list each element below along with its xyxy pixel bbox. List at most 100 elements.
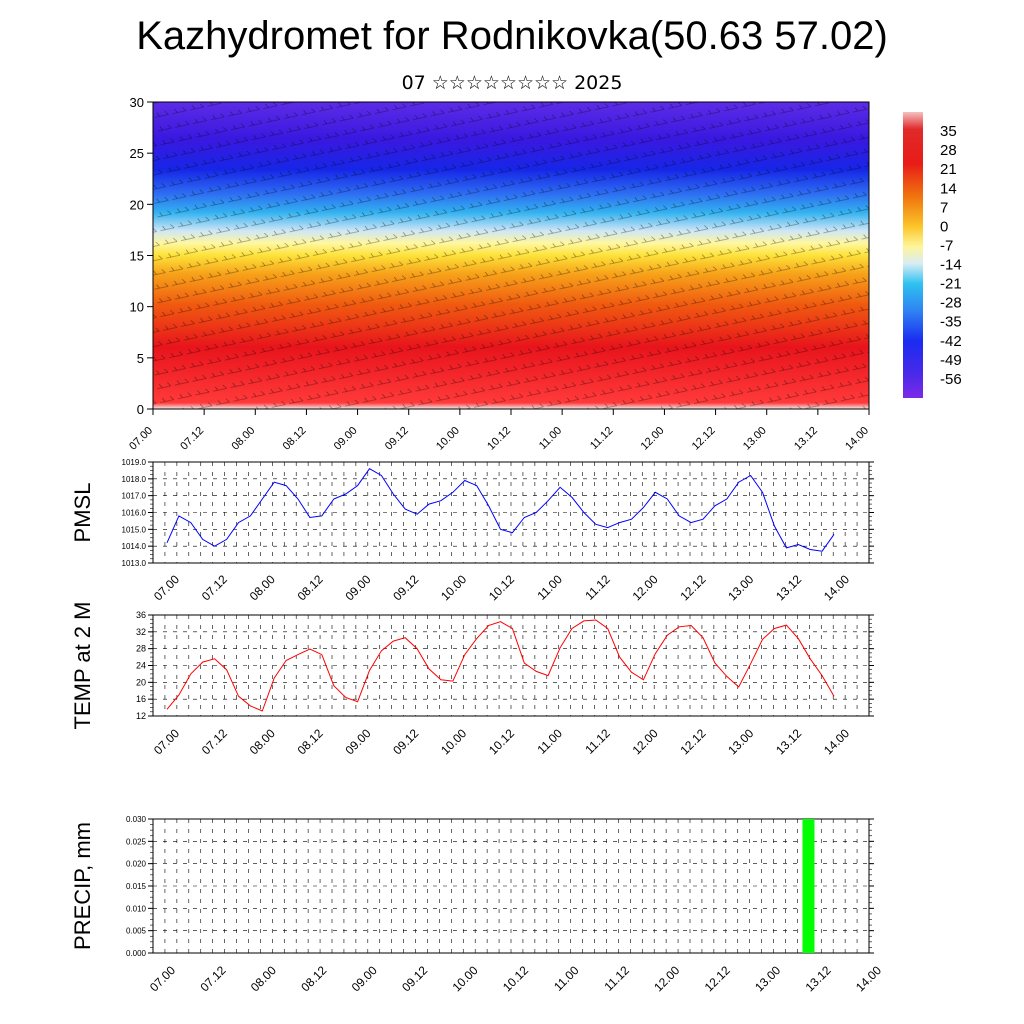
y-tick-label: 0.005 xyxy=(126,927,147,936)
x-tick-label: 13.12 xyxy=(803,963,834,994)
colorbar-label: 28 xyxy=(940,142,957,159)
colorbar-label: 7 xyxy=(940,199,948,216)
colorbar-label: 0 xyxy=(940,218,948,235)
x-tick-label: 12.00 xyxy=(630,726,661,757)
y-tick-label: 16 xyxy=(136,694,146,704)
y-tick-label: 28 xyxy=(136,644,146,654)
x-tick-label: 08.12 xyxy=(298,963,329,994)
y-tick-label: 1014.0 xyxy=(122,542,147,551)
x-tick-label: 14.00 xyxy=(843,425,871,453)
y-tick-label: 0 xyxy=(137,402,144,417)
x-tick-label: 13.12 xyxy=(792,425,820,453)
x-tick-label: 08.12 xyxy=(295,572,326,603)
x-tick-label: 08.00 xyxy=(229,425,257,453)
x-tick-label: 11.00 xyxy=(551,963,582,994)
x-tick-label: 09.00 xyxy=(342,572,373,603)
colorbar-label: -21 xyxy=(940,276,962,293)
x-tick-label: 12.12 xyxy=(677,726,708,757)
y-tick-label: 5 xyxy=(137,351,144,366)
y-tick-label: 0.025 xyxy=(126,837,147,846)
y-tick-label: 20 xyxy=(136,677,146,687)
x-tick-label: 13.00 xyxy=(725,726,756,757)
y-tick-label: 25 xyxy=(130,146,144,161)
y-axis-label: PRECIP, mm xyxy=(70,822,95,950)
x-tick-label: 07.12 xyxy=(178,425,206,453)
x-tick-label: 12.12 xyxy=(702,963,733,994)
x-tick-label: 12.00 xyxy=(651,963,682,994)
y-tick-label: 1013.0 xyxy=(122,559,147,568)
colorbar-label: -56 xyxy=(940,371,962,388)
x-tick-label: 08.12 xyxy=(295,726,326,757)
y-axis-label: PMSL xyxy=(70,483,95,543)
y-tick-label: 24 xyxy=(136,661,146,671)
x-tick-label: 13.12 xyxy=(773,726,804,757)
temperature-cross-section: 0 5 10 15 20 25 30 07.00 07.12 08.00 08.12 09.00 09.… xyxy=(127,95,871,453)
x-tick-label: 14.00 xyxy=(821,572,852,603)
x-tick-label: 10.12 xyxy=(486,572,517,603)
x-tick-label: 09.00 xyxy=(342,726,373,757)
x-tick-label: 09.00 xyxy=(349,963,380,994)
x-tick-label: 11.12 xyxy=(582,572,613,603)
colorbar-label: 35 xyxy=(940,123,957,140)
chart-subtitle: 07 ☆☆☆☆☆☆☆☆ 2025 xyxy=(401,72,623,94)
x-tick-label: 07.00 xyxy=(127,425,155,453)
x-tick-label: 07.00 xyxy=(151,572,182,603)
x-tick-label: 11.00 xyxy=(534,572,565,603)
x-tick-label: 10.00 xyxy=(450,963,481,994)
y-tick-label: 1019.0 xyxy=(122,458,147,467)
x-tick-label: 07.12 xyxy=(197,963,228,994)
x-tick-label: 12.12 xyxy=(690,425,718,453)
x-tick-label: 13.00 xyxy=(752,963,783,994)
x-tick-label: 09.12 xyxy=(390,726,421,757)
x-tick-label: 08.00 xyxy=(247,726,278,757)
x-tick-label: 12.00 xyxy=(630,572,661,603)
x-tick-label: 10.12 xyxy=(485,425,513,453)
x-tick-label: 13.00 xyxy=(741,425,769,453)
y-tick-label: 1017.0 xyxy=(122,492,147,501)
colorbar-label: -42 xyxy=(940,333,962,350)
y-tick-label: 15 xyxy=(130,249,144,264)
x-tick-label: 07.00 xyxy=(147,963,178,994)
pmsl-series-line xyxy=(166,468,835,552)
y-tick-label: 10 xyxy=(130,300,144,315)
x-tick-label: 08.00 xyxy=(247,572,278,603)
x-tick-label: 11.12 xyxy=(601,963,632,994)
y-tick-label: 20 xyxy=(130,197,144,212)
y-tick-label: 1016.0 xyxy=(122,509,147,518)
colorbar-label: -49 xyxy=(940,352,962,369)
x-tick-label: 14.00 xyxy=(821,726,852,757)
y-tick-label: 12 xyxy=(136,711,146,721)
y-tick-label: 30 xyxy=(130,95,144,110)
x-tick-label: 10.00 xyxy=(438,726,469,757)
x-tick-label: 09.12 xyxy=(399,963,430,994)
x-tick-label: 08.00 xyxy=(248,963,279,994)
y-tick-label: 1015.0 xyxy=(122,525,147,534)
y-tick-label: 0.030 xyxy=(126,815,147,824)
x-tick-label: 10.12 xyxy=(500,963,531,994)
colorbar-fill xyxy=(903,112,923,398)
pmsl-panel: 1013.0 1014.0 1015.0 1016.0 1017.0 1018.0 1019… xyxy=(70,458,874,603)
colorbar-label: -28 xyxy=(940,295,962,312)
x-tick-label: 11.00 xyxy=(537,425,564,452)
x-tick-label: 11.00 xyxy=(534,726,565,757)
x-tick-label: 09.12 xyxy=(383,425,411,453)
y-tick-label: 0.010 xyxy=(126,904,147,913)
x-tick-label: 12.12 xyxy=(677,572,708,603)
precipitation-panel: 0.000 0.005 0.010 0.015 0.020 0.025 0.030 PRECI… xyxy=(70,815,884,994)
temperature-series-line xyxy=(166,619,835,712)
x-tick-label: 13.12 xyxy=(773,572,804,603)
chart-title: Kazhydromet for Rodnikovka(50.63 57.02) xyxy=(136,14,888,58)
x-tick-label: 10.00 xyxy=(438,572,469,603)
x-tick-label: 07.12 xyxy=(199,572,230,603)
colorbar-label: -35 xyxy=(940,314,962,331)
x-tick-label: 10.00 xyxy=(434,425,462,453)
x-tick-label: 07.00 xyxy=(151,726,182,757)
colorbar-label: 21 xyxy=(940,161,957,178)
x-tick-label: 09.00 xyxy=(332,425,360,453)
y-tick-label: 0.000 xyxy=(126,949,147,958)
y-tick-label: 1018.0 xyxy=(122,475,147,484)
x-tick-label: 08.12 xyxy=(281,425,309,453)
temperature-panel: 12 16 20 24 28 32 36 TEMP at 2 M 07.00 07.12 08.00… xyxy=(70,602,874,757)
x-tick-label: 11.12 xyxy=(582,726,613,757)
y-tick-label: 0.015 xyxy=(126,882,147,891)
